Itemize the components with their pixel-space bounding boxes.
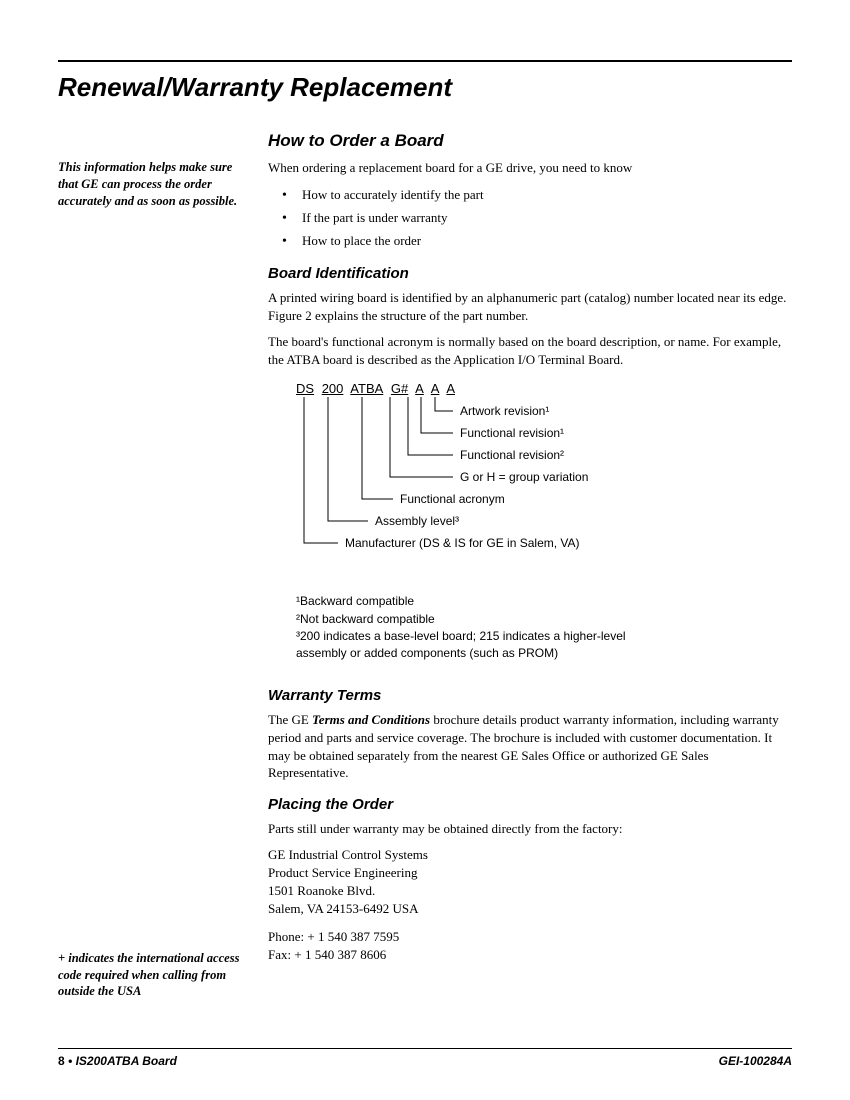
- how-to-order-bullets: How to accurately identify the part If t…: [268, 185, 792, 251]
- footer-left: 8 • IS200ATBA Board: [58, 1054, 177, 1068]
- pn-seg: G#: [391, 381, 408, 396]
- warranty-para: The GE Terms and Conditions brochure det…: [268, 711, 792, 783]
- how-to-order-intro: When ordering a replacement board for a …: [268, 159, 792, 177]
- pn-label: Functional acronym: [400, 492, 505, 506]
- warranty-em: Terms and Conditions: [312, 712, 430, 727]
- placing-intro: Parts still under warranty may be obtain…: [268, 820, 792, 838]
- pn-label: G or H = group variation: [460, 470, 588, 484]
- address-line: Product Service Engineering: [268, 864, 792, 882]
- main-column: How to Order a Board When ordering a rep…: [268, 131, 792, 1000]
- pn-seg: DS: [296, 381, 314, 396]
- side-note-processing: This information helps make sure that GE…: [58, 159, 248, 210]
- footer-sep: •: [68, 1054, 72, 1068]
- address-line: 1501 Roanoke Blvd.: [268, 882, 792, 900]
- heading-how-to-order: How to Order a Board: [268, 131, 792, 151]
- heading-board-id: Board Identification: [268, 265, 792, 282]
- footnote: ¹Backward compatible: [296, 593, 792, 610]
- footnote: ²Not backward compatible: [296, 611, 792, 628]
- part-number-segments: DS 200 ATBA G# A A A: [268, 381, 792, 396]
- pn-label: Assembly level³: [375, 514, 459, 528]
- pn-seg: 200: [322, 381, 344, 396]
- phone-line: Phone: + 1 540 387 7595: [268, 928, 792, 946]
- board-id-para2: The board's functional acronym is normal…: [268, 333, 792, 369]
- heading-placing-order: Placing the Order: [268, 796, 792, 813]
- part-number-bracket-svg: Artwork revision¹ Functional revision¹ F…: [268, 397, 738, 587]
- list-item: How to place the order: [268, 231, 792, 251]
- content-columns: This information helps make sure that GE…: [58, 131, 792, 1000]
- pn-seg: A: [446, 381, 455, 396]
- address-line: GE Industrial Control Systems: [268, 846, 792, 864]
- footnote: ³200 indicates a base-level board; 215 i…: [296, 628, 636, 663]
- pn-seg: A: [431, 381, 440, 396]
- pn-label: Functional revision²: [460, 448, 564, 462]
- warranty-pre: The GE: [268, 712, 312, 727]
- part-number-footnotes: ¹Backward compatible ²Not backward compa…: [268, 593, 792, 663]
- pn-seg: A: [415, 381, 424, 396]
- board-id-para1: A printed wiring board is identified by …: [268, 289, 792, 325]
- footer-doc-id: GEI-100284A: [719, 1054, 792, 1068]
- list-item: If the part is under warranty: [268, 208, 792, 228]
- pn-label: Manufacturer (DS & IS for GE in Salem, V…: [345, 536, 580, 550]
- pn-label: Artwork revision¹: [460, 404, 549, 418]
- footer-page-number: 8: [58, 1054, 65, 1068]
- top-rule: [58, 60, 792, 62]
- pn-label: Functional revision¹: [460, 426, 564, 440]
- fax-line: Fax: + 1 540 387 8606: [268, 946, 792, 964]
- pn-seg: ATBA: [350, 381, 383, 396]
- page-footer: 8 • IS200ATBA Board GEI-100284A: [58, 1048, 792, 1068]
- heading-warranty: Warranty Terms: [268, 687, 792, 704]
- page-title: Renewal/Warranty Replacement: [58, 72, 792, 103]
- address-line: Salem, VA 24153-6492 USA: [268, 900, 792, 918]
- side-note-intl-code: + indicates the international access cod…: [58, 950, 248, 1001]
- part-number-diagram: DS 200 ATBA G# A A A Artwork revis: [268, 381, 792, 663]
- side-column: This information helps make sure that GE…: [58, 131, 248, 1000]
- footer-board-title: IS200ATBA Board: [76, 1054, 177, 1068]
- list-item: How to accurately identify the part: [268, 185, 792, 205]
